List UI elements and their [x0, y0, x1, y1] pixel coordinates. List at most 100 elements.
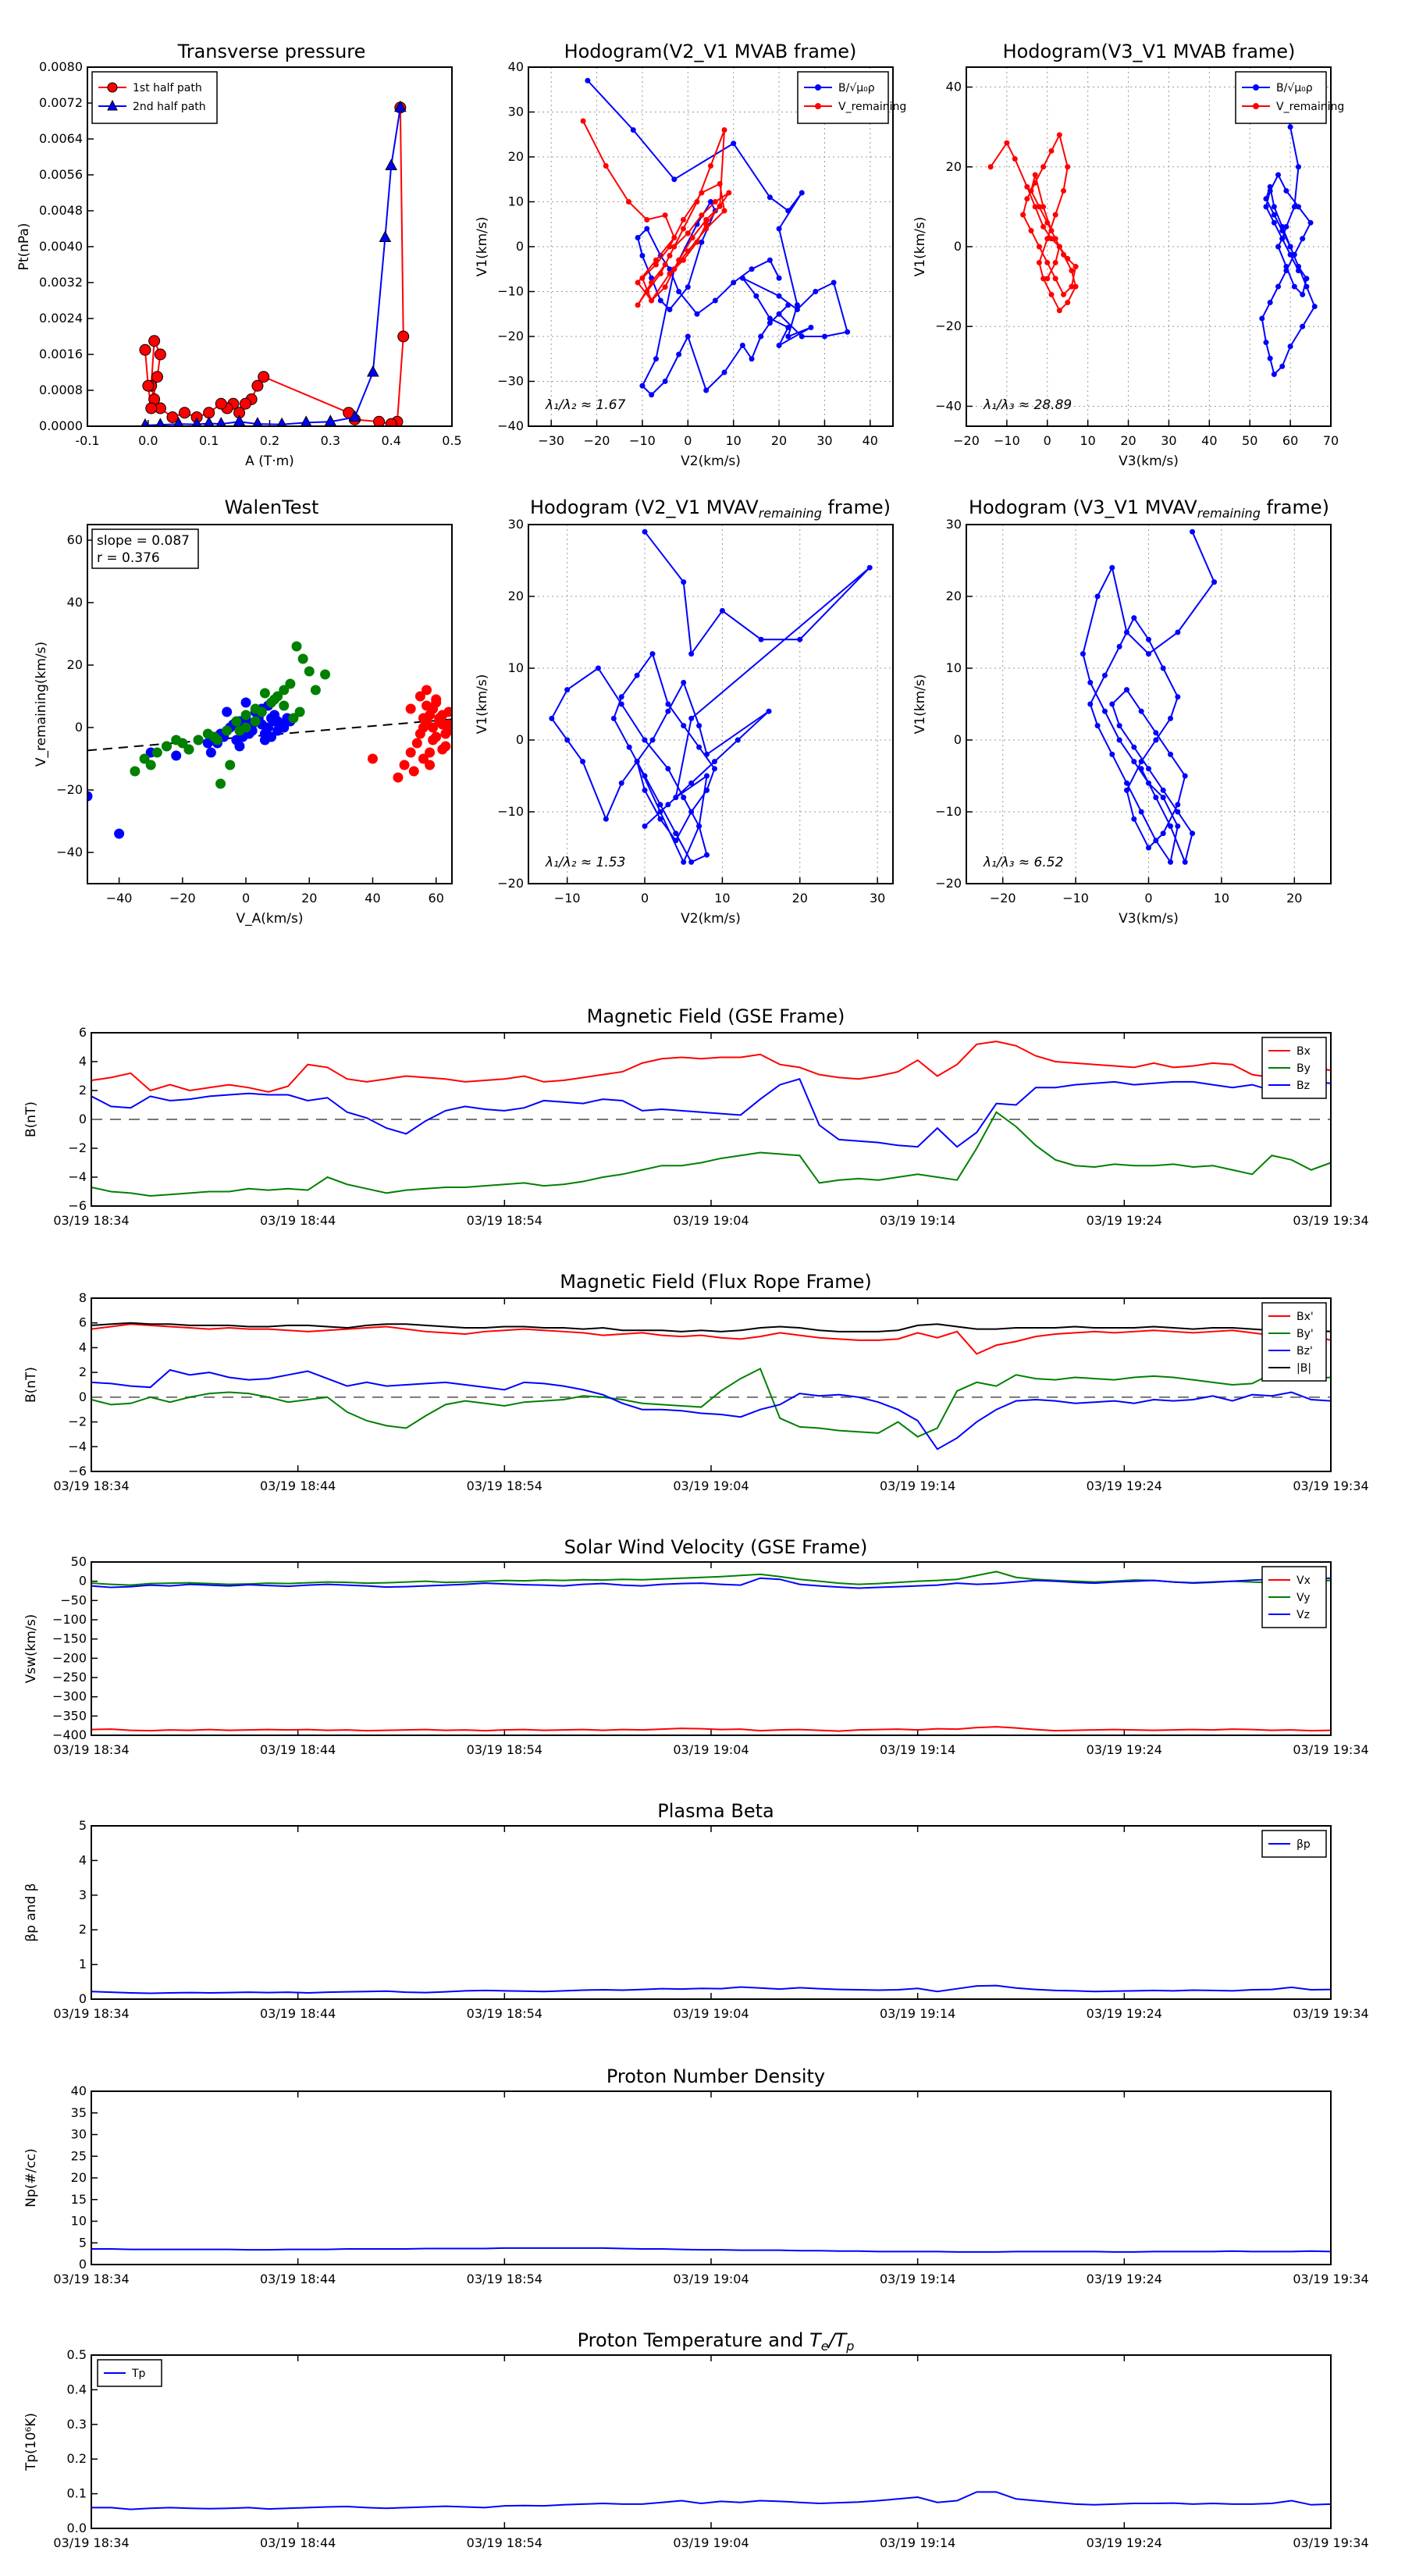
hv2r-series-0-point	[711, 759, 717, 765]
tp-frame	[87, 66, 453, 427]
walen-series-2-point	[418, 753, 429, 764]
hv3-series-0-point	[1283, 223, 1289, 229]
hv3-series-0-point	[1304, 283, 1310, 290]
hv2-series-1-point	[580, 118, 586, 124]
hv2r-series-0-point	[797, 636, 803, 642]
mffr-data	[91, 1322, 1331, 1450]
hv2-series-0-point	[721, 369, 727, 375]
walen-ytick-label: −40	[56, 845, 83, 859]
walen-series-2-point	[443, 725, 452, 736]
hv3r-series-0-point	[1131, 816, 1137, 822]
hv2r-ratio-annotation: λ₁/λ₂ ≈ 1.53	[545, 855, 625, 870]
hv2-series-0-point	[649, 392, 655, 398]
tp-series-1-point	[191, 417, 202, 426]
hv2r-xlabel: V2(km/s)	[681, 911, 741, 927]
hv2r-data	[549, 528, 873, 865]
hv3-series-0-point	[1287, 124, 1293, 130]
hv2-series-1-point	[703, 217, 710, 222]
hv2-series-0-point	[644, 226, 650, 232]
vsw-xtick-label: 03/19 18:44	[260, 1742, 336, 1757]
hv2r-series-0-point	[704, 773, 710, 779]
hv3-ytick-label: 20	[946, 159, 962, 174]
hv3r-series-0-point	[1146, 766, 1151, 772]
mfgse-xtick-label: 03/19 18:44	[260, 1213, 336, 1228]
hv2r-ytick-label: 10	[508, 660, 524, 675]
walen-xtick-label: 20	[301, 891, 317, 906]
np-ylabel: Np(#/cc)	[23, 2148, 39, 2207]
beta-xtick-label: 03/19 19:04	[673, 2006, 749, 2021]
beta-legend-label: βp	[1297, 1838, 1311, 1851]
hv3r-ytick-label: 10	[946, 660, 962, 675]
np-panel: 03/19 18:34 03/19 18:44 03/19 18:54 03/19 1…	[23, 2083, 1369, 2286]
vsw-ytick-label: −200	[52, 1650, 87, 1665]
hv3-data	[987, 84, 1318, 378]
hv2-series-0-point	[667, 307, 673, 312]
vsw-ytick-label: 50	[71, 1554, 87, 1569]
hv2r-series-0-point	[634, 759, 640, 765]
hv3-legend-label: B/√μ₀ρ	[1276, 82, 1313, 94]
beta-xtick-label: 03/19 19:14	[880, 2006, 955, 2021]
hv2-series-1-point	[703, 226, 710, 232]
hv3r-series-0-point	[1211, 579, 1218, 585]
hv3r-xtick-label: 0	[1144, 891, 1152, 906]
hv2r-series-0-point	[626, 744, 632, 750]
hv2r-series-0-point	[595, 665, 601, 671]
mffr-xtick-label: 03/19 18:44	[260, 1478, 336, 1493]
walen-series-1-point	[304, 666, 315, 677]
hv2-series-1-point	[694, 239, 700, 245]
hv2-ytick-label: −20	[497, 329, 524, 343]
hv3-xtick-label: 50	[1242, 433, 1257, 448]
walen-series-1-point	[240, 722, 251, 733]
mfgse-ylabel: B(nT)	[23, 1101, 39, 1137]
hv3-series-0-point	[1263, 196, 1269, 202]
hv2-xtick-label: 20	[771, 433, 787, 448]
hv2-series-1-point	[680, 217, 686, 222]
hv3-series-0-point	[1263, 204, 1269, 210]
tp-series-1-point	[366, 365, 379, 377]
np-ytick-label: 35	[71, 2105, 87, 2120]
mffr-xtick-label: 03/19 19:04	[673, 1478, 749, 1493]
hv3r-series-0-point	[1094, 723, 1101, 729]
hv2r-series-0-point	[688, 715, 695, 721]
hv2-series-0-point	[699, 239, 705, 245]
mfgse-ytick-label: −4	[68, 1169, 87, 1184]
hv2r-series-0-point	[711, 766, 717, 772]
tp-ytick-label: 0.0048	[39, 203, 83, 218]
hv2r-panel: −10 0 10 20 30 −20 −10 0 10 20 30 V2(km/s) V1(km/s) λ…	[475, 517, 894, 927]
hv2-series-0-point	[649, 275, 655, 281]
panel-title-np: Proton Number Density	[606, 2065, 825, 2087]
tp-series-1-point	[155, 418, 165, 426]
panel-title-tp: Proton Temperature and Te/Tp	[578, 2329, 855, 2354]
hv3-xlabel: V3(km/s)	[1119, 454, 1179, 469]
mffr-ytick-label: −4	[68, 1439, 87, 1453]
hv3r-series-0-point	[1175, 823, 1181, 829]
hv2-series-1-point	[662, 262, 668, 268]
tp-series-0-point	[373, 415, 386, 426]
hv2-series-0-point	[821, 333, 827, 340]
hv2r-series-0-point	[681, 723, 687, 729]
hv3r-series-0-point	[1153, 730, 1159, 736]
tp-series-1-point	[300, 415, 312, 426]
hv3-series-1-point	[1044, 236, 1051, 242]
hv3-series-0-point	[1291, 204, 1297, 210]
hv3-series-1-point	[1036, 259, 1042, 265]
mffr-ylabel: B(nT)	[23, 1367, 39, 1403]
panel-title-hodogram-v3: Hodogram(V3_V1 MVAB frame)	[1003, 41, 1296, 62]
hv2r-xtick-label: 0	[641, 891, 649, 906]
tp-series-0-point	[251, 379, 264, 392]
hv3-series-0-point	[1311, 304, 1318, 310]
np-ytick-label: 40	[71, 2083, 87, 2098]
hv2-legend-label: V_remaining	[838, 101, 906, 113]
hv2r-series-0-point	[866, 564, 873, 571]
hv3-series-1-point	[1048, 228, 1055, 234]
hv2r-series-0-point	[766, 708, 772, 714]
walen-series-1-point	[183, 744, 194, 755]
hv2-series-1-point	[662, 212, 668, 219]
hv2-series-1-point	[644, 289, 650, 294]
hv3r-series-0-point	[1168, 823, 1174, 829]
hv3r-ytick-label: 20	[946, 589, 962, 603]
hv2-series-0-point	[662, 379, 668, 384]
walen-stats-slope: slope = 0.087	[97, 533, 190, 549]
hv2r-ytick-label: 30	[508, 517, 524, 532]
hv2r-series-0-point	[657, 816, 663, 822]
